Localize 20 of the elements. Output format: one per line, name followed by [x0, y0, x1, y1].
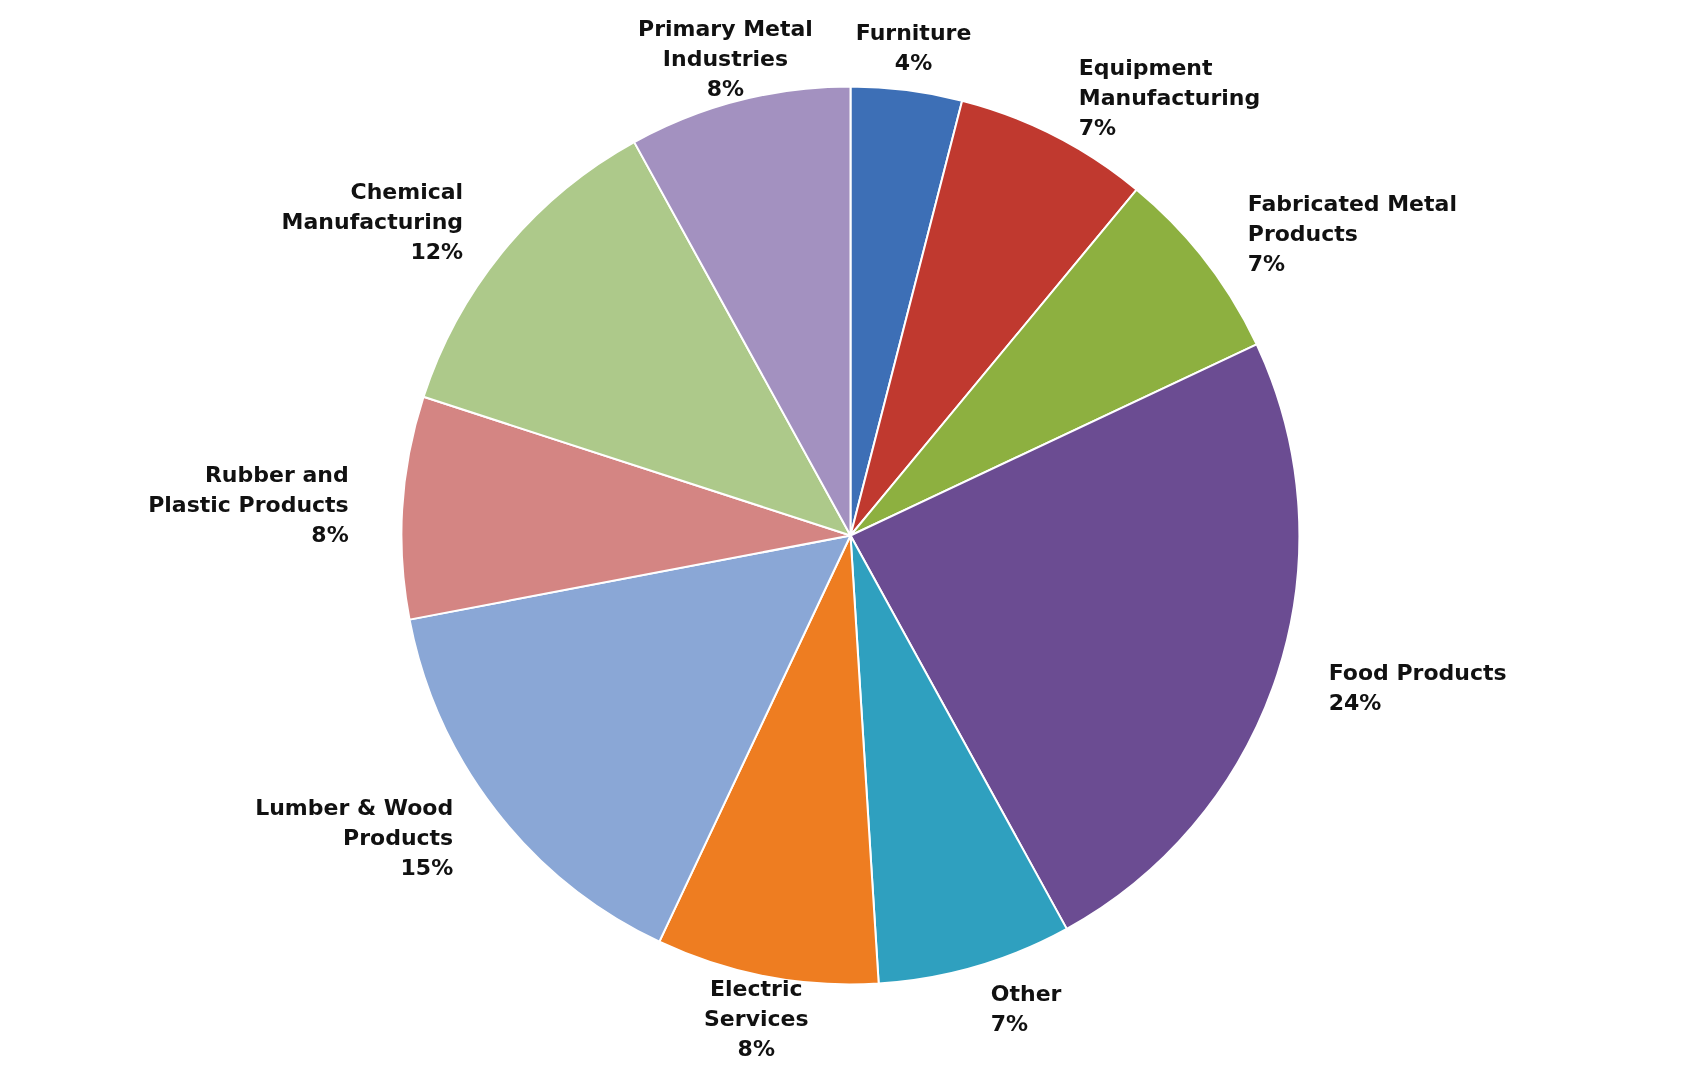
slice-label: Equipment Manufacturing — [1078, 54, 1261, 110]
slice-label: Primary Metal Industries — [638, 16, 813, 72]
data-label: 7% — [1247, 251, 1286, 277]
slice-label: Furniture — [855, 19, 972, 45]
slice-label: Electric Services — [704, 976, 809, 1032]
data-label: 4% — [894, 49, 933, 75]
data-label: 24% — [1328, 690, 1382, 716]
slice-label: Lumber & Wood Products — [255, 794, 454, 850]
data-label: 15% — [400, 854, 454, 880]
slice-label: Chemical Manufacturing — [281, 179, 464, 235]
data-label: 8% — [706, 76, 745, 102]
data-label: 7% — [990, 1010, 1029, 1036]
slice-label: Fabricated Metal Products — [1247, 191, 1457, 247]
data-label: 8% — [737, 1036, 775, 1062]
slice-label: Rubber and Plastic Products — [148, 462, 349, 518]
data-label: 12% — [410, 239, 464, 265]
data-label: 7% — [1078, 114, 1117, 140]
slice-label: Other — [990, 980, 1062, 1006]
data-label: 8% — [311, 522, 349, 548]
slice-label: Food Products — [1328, 660, 1507, 686]
